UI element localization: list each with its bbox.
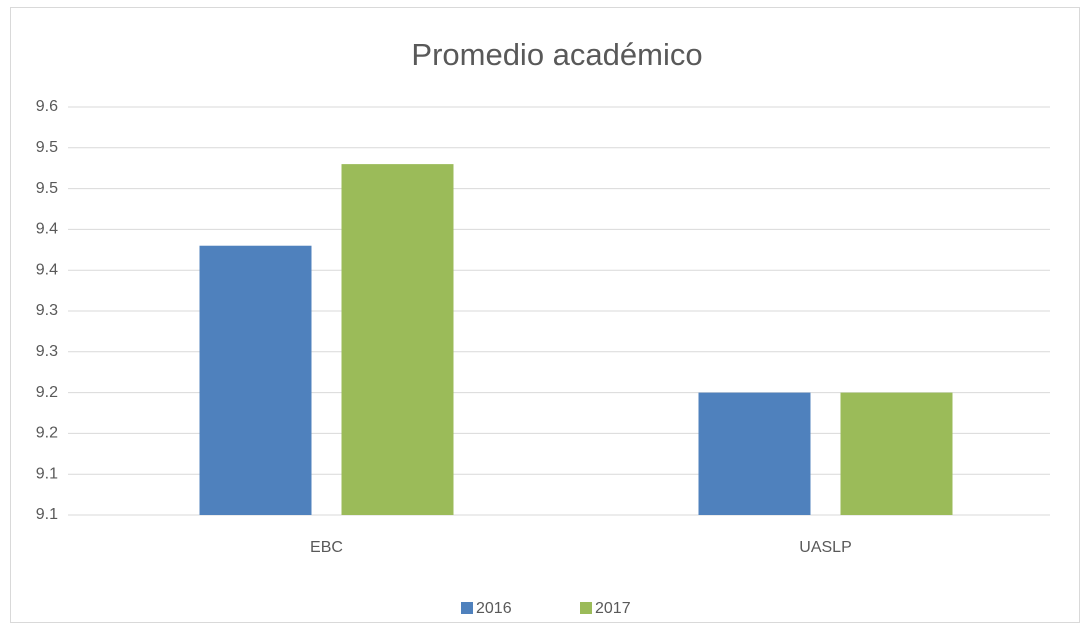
chart-title: Promedio académico	[411, 37, 702, 72]
legend-label: 2017	[595, 600, 631, 617]
legend-label: 2016	[476, 600, 512, 617]
y-tick-label: 9.2	[36, 384, 58, 401]
bar	[840, 392, 953, 515]
y-tick-label: 9.5	[36, 139, 58, 156]
y-tick-label: 9.5	[36, 180, 58, 197]
legend-swatch	[461, 602, 473, 614]
y-tick-label: 9.1	[36, 465, 58, 482]
y-tick-label: 9.2	[36, 425, 58, 442]
chart-border	[10, 7, 1080, 623]
y-tick-label: 9.3	[36, 343, 58, 360]
legend-swatch	[580, 602, 592, 614]
y-tick-label: 9.6	[36, 98, 58, 115]
y-tick-label: 9.1	[36, 506, 58, 523]
y-tick-label: 9.4	[36, 221, 58, 238]
y-tick-label: 9.3	[36, 302, 58, 319]
bar	[341, 164, 454, 515]
x-tick-label: EBC	[310, 539, 343, 556]
x-tick-label: UASLP	[799, 539, 851, 556]
y-tick-label: 9.4	[36, 261, 58, 278]
bar	[698, 392, 811, 515]
bar	[199, 245, 312, 515]
